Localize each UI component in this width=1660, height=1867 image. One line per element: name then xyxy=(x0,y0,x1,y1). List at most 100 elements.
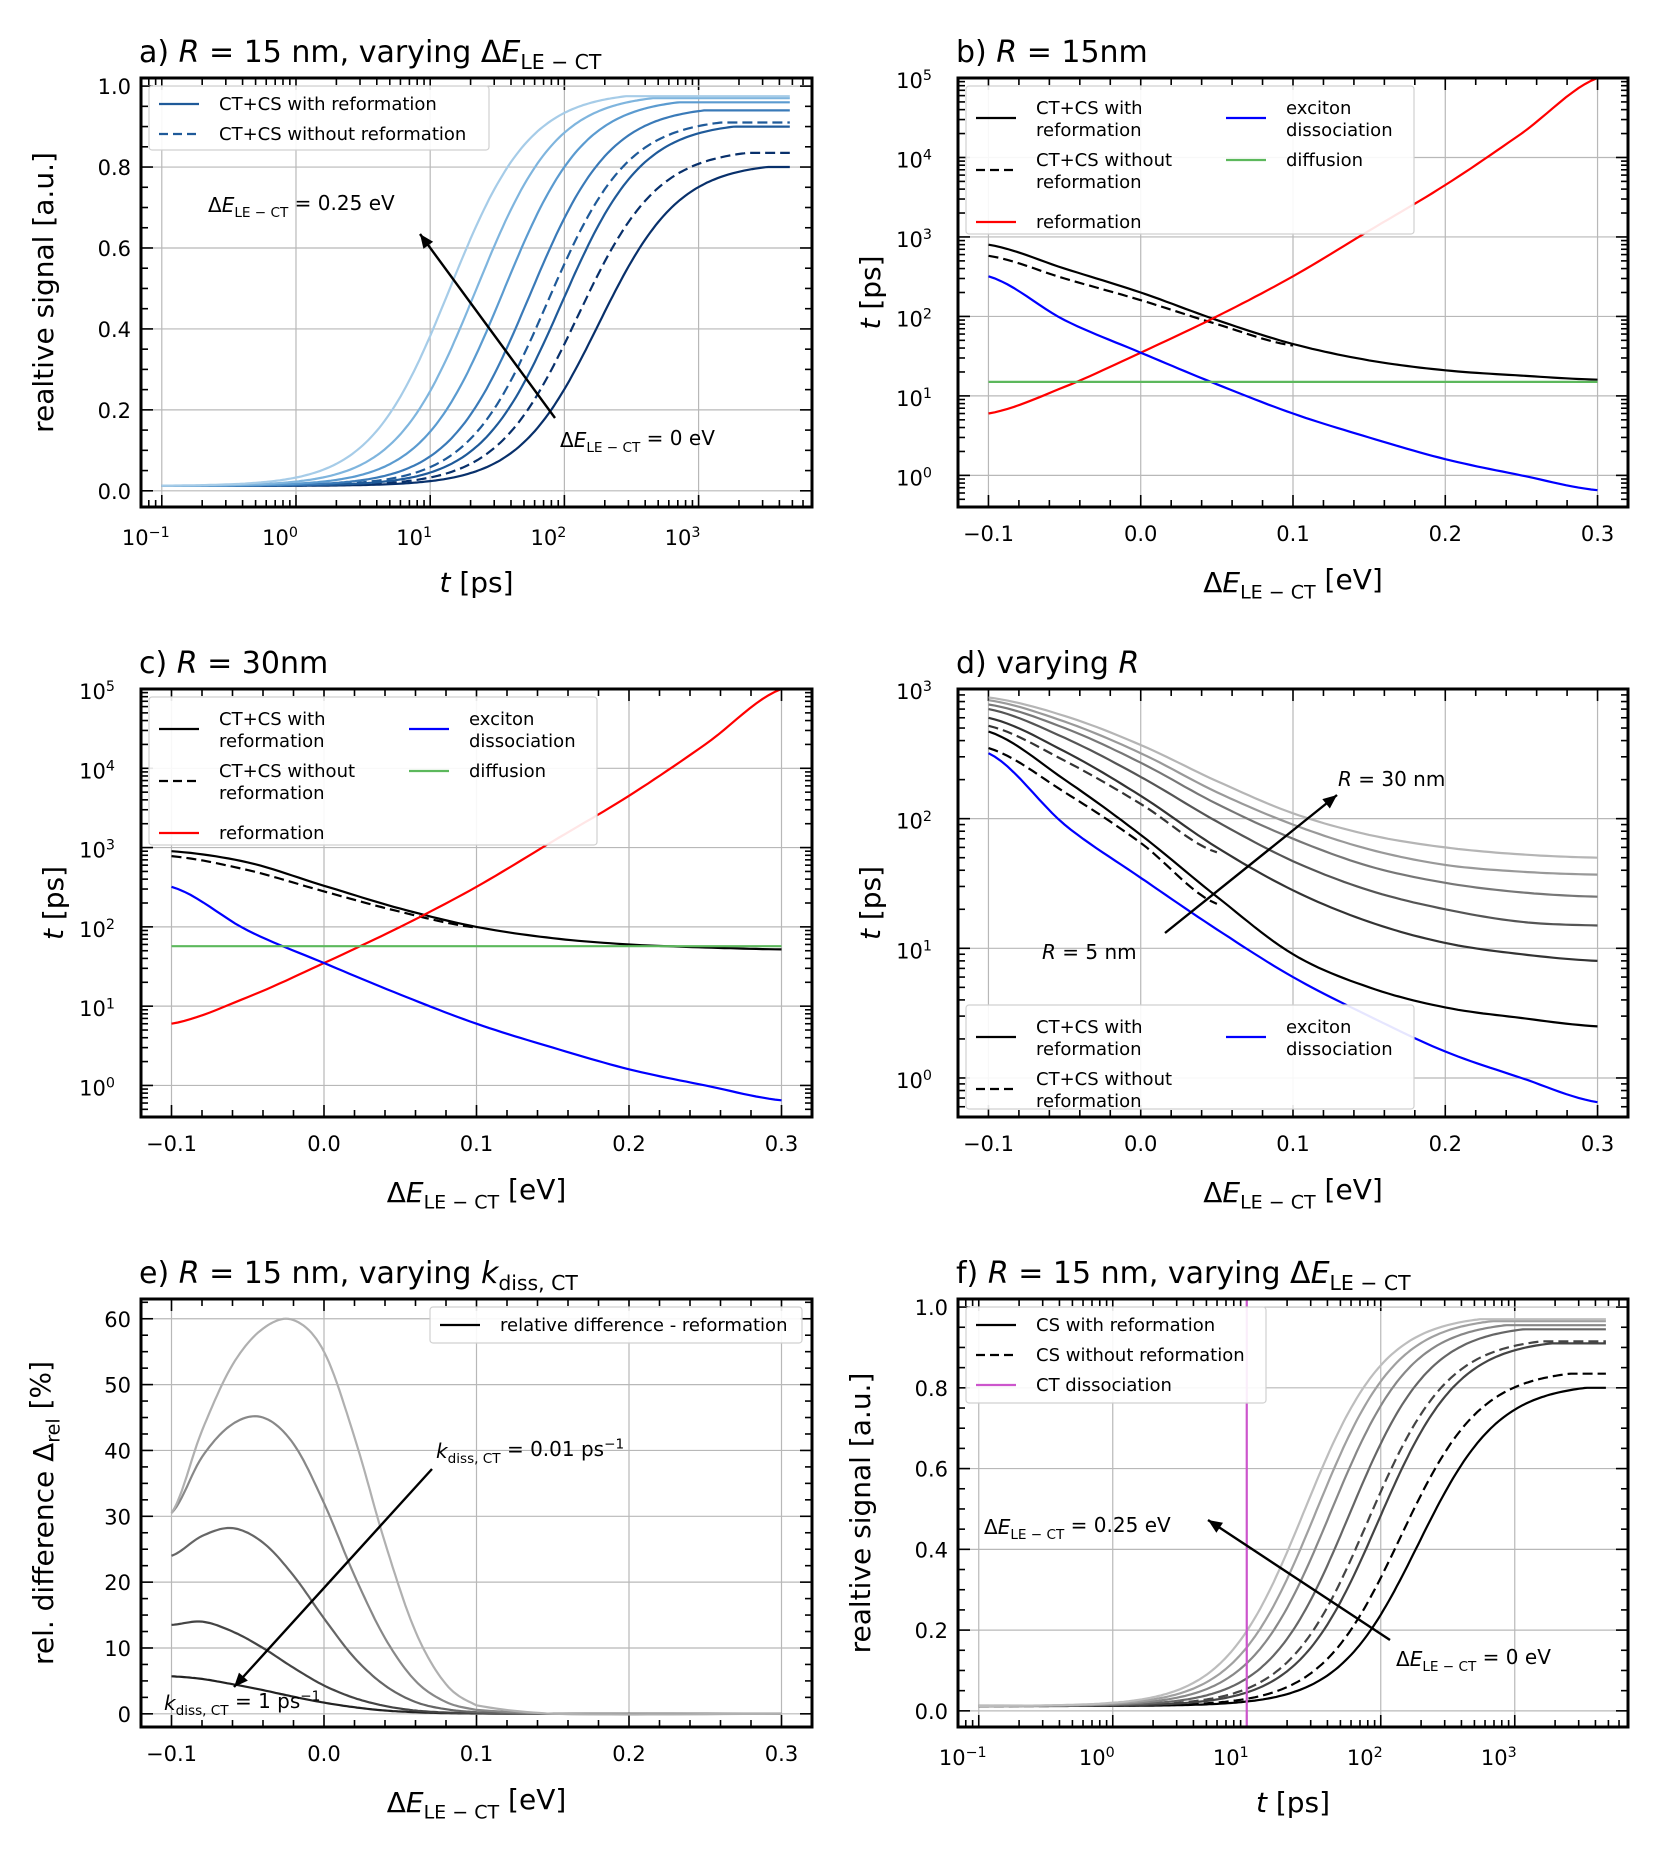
legend-c-item-2-label: reformation xyxy=(219,823,325,844)
y-axis-label-e: rel. difference Δrel [%] xyxy=(24,1361,65,1665)
legend-e-item-0-label: relative difference - reformation xyxy=(500,1315,787,1336)
panel-title-d: d) varying R xyxy=(956,646,1139,681)
y-tick-label: 10 xyxy=(104,1637,131,1661)
legend-b-item-3-label: dissociation xyxy=(1286,120,1393,141)
x-tick-label: 0.1 xyxy=(460,1132,493,1156)
y-tick-label: 101 xyxy=(79,996,115,1021)
x-tick-label: −0.1 xyxy=(146,1742,197,1766)
series-line-7 xyxy=(988,696,1598,859)
legend-b-item-0-label: reformation xyxy=(1036,120,1142,141)
plot-frame-b xyxy=(956,76,1630,509)
panel-b: −0.1 0.0 0.1 0.2 0.3 100 101 102 103 104 105 b) R =… xyxy=(854,35,1630,604)
series-line-1 xyxy=(161,151,790,487)
y-tick-label: 100 xyxy=(896,466,932,491)
x-tick-label: 0.0 xyxy=(307,1132,340,1156)
plot-frame-d xyxy=(956,687,1630,1119)
arrow-f-head xyxy=(1208,1520,1223,1533)
y-tick-label: 104 xyxy=(79,758,115,783)
legend-e xyxy=(429,1306,803,1344)
series-group-f xyxy=(978,1299,1606,1727)
panel-f: 10−1 100 101 102 103 0.0 0.2 0.4 0.6 0.8 1.0 f) R =… xyxy=(844,1256,1630,1819)
x-tick-label: 10−1 xyxy=(122,525,170,550)
y-axis-label-b: t [ps] xyxy=(854,255,887,329)
y-tick-label: 0.6 xyxy=(915,1458,948,1482)
legend-f-item-0-label: CS with reformation xyxy=(1036,1315,1215,1336)
y-axis-label-d: t [ps] xyxy=(854,866,887,940)
annotation-f-bottom: ΔELE − CT = 0 eV xyxy=(1396,1645,1551,1675)
legend-f-item-2-label: CT dissociation xyxy=(1036,1375,1172,1396)
legend-c-item-4-label: diffusion xyxy=(469,761,546,782)
legend-b-item-1-label: reformation xyxy=(1036,172,1142,193)
series-line-3 xyxy=(988,275,1598,492)
panel-title-f: f) R = 15 nm, varying ΔELE − CT xyxy=(956,1256,1411,1295)
y-tick-label: 105 xyxy=(896,68,932,93)
plot-frame-e xyxy=(139,1297,814,1729)
y-tick-label: 1.0 xyxy=(915,1296,948,1320)
legend-a-item-0-label: CT+CS with reformation xyxy=(219,94,437,115)
series-group-b xyxy=(988,78,1598,492)
y-tick-label: 100 xyxy=(79,1076,115,1101)
series-group-e xyxy=(170,1317,782,1716)
arrow-e-head xyxy=(234,1672,248,1687)
series-group-a xyxy=(161,95,790,487)
y-tick-label: 105 xyxy=(79,679,115,704)
series-group-d xyxy=(987,696,1598,1104)
series-line-5 xyxy=(988,703,1598,898)
x-tick-label: −0.1 xyxy=(146,1132,197,1156)
x-tick-label: 0.1 xyxy=(1276,1132,1309,1156)
y-tick-label: 102 xyxy=(896,809,932,834)
y-tick-label: 100 xyxy=(896,1068,932,1093)
x-tick-label: 0.2 xyxy=(612,1742,645,1766)
annotation-f-top: ΔELE − CT = 0.25 eV xyxy=(984,1513,1171,1543)
panel-c: −0.1 0.0 0.1 0.2 0.3 100 101 102 103 104 105 c) R =… xyxy=(37,646,814,1214)
x-tick-label: 0.3 xyxy=(765,1132,798,1156)
plot-frame-a xyxy=(139,76,814,509)
x-tick-label: 102 xyxy=(1347,1745,1383,1770)
legend-c-item-3-label: dissociation xyxy=(469,731,576,752)
x-tick-label: 100 xyxy=(262,525,298,550)
y-tick-label: 0.0 xyxy=(98,480,131,504)
annotation-a-top: ΔELE − CT = 0.25 eV xyxy=(208,191,395,221)
series-line-7 xyxy=(161,95,790,487)
x-axis-label-c: ΔELE − CT [eV] xyxy=(387,1173,567,1214)
legend-c-item-0-label: reformation xyxy=(219,731,325,752)
x-tick-label: 0.1 xyxy=(460,1742,493,1766)
x-axis-label-f: t [ps] xyxy=(1256,1786,1330,1819)
legend-a xyxy=(148,85,490,151)
legend-d xyxy=(965,1004,1415,1110)
x-tick-label: 100 xyxy=(1079,1745,1115,1770)
series-line-0 xyxy=(988,730,1598,1028)
legend-b-item-1-label: CT+CS without xyxy=(1036,150,1172,171)
y-tick-label: 0.6 xyxy=(98,237,131,261)
plot-frame-f xyxy=(956,1297,1630,1729)
y-tick-label: 0.2 xyxy=(915,1619,948,1643)
arrow-a xyxy=(419,233,556,419)
x-tick-label: 0.3 xyxy=(1581,522,1614,546)
series-line-3 xyxy=(161,121,790,487)
y-tick-label: 103 xyxy=(896,227,932,252)
legend-d-item-1-label: CT+CS without xyxy=(1036,1069,1172,1090)
legend-b-item-0-label: CT+CS with xyxy=(1036,98,1143,119)
annotation-d-bottom: R = 5 nm xyxy=(1042,940,1137,964)
legend-b-item-4-label: diffusion xyxy=(1286,150,1363,171)
annotation-e-bottom: kdiss, CT = 1 ps−1 xyxy=(164,1688,320,1718)
x-tick-label: 0.1 xyxy=(1276,522,1309,546)
legend-b-item-2-label: reformation xyxy=(1036,212,1142,233)
x-tick-label: 0.2 xyxy=(1429,1132,1462,1156)
legend-f-item-1-label: CS without reformation xyxy=(1036,1345,1245,1366)
series-line-2 xyxy=(988,78,1598,415)
legend-c xyxy=(148,696,598,846)
y-tick-label: 103 xyxy=(896,679,932,704)
legend-d-item-0-label: reformation xyxy=(1036,1039,1142,1060)
y-tick-label: 60 xyxy=(104,1308,131,1332)
series-line-0 xyxy=(988,243,1598,381)
series-line-8 xyxy=(987,752,1598,1104)
y-axis-label-a: realtive signal [a.u.] xyxy=(27,152,60,433)
y-tick-label: 0.0 xyxy=(915,1700,948,1724)
ticks-e: −0.1 0.0 0.1 0.2 0.3 0 10 20 30 40 50 60 xyxy=(104,1299,812,1766)
legend-d-item-2-label: dissociation xyxy=(1286,1039,1393,1060)
y-tick-label: 1.0 xyxy=(98,75,131,99)
panel-title-b: b) R = 15nm xyxy=(956,35,1148,70)
x-axis-label-b: ΔELE − CT [eV] xyxy=(1203,563,1383,604)
